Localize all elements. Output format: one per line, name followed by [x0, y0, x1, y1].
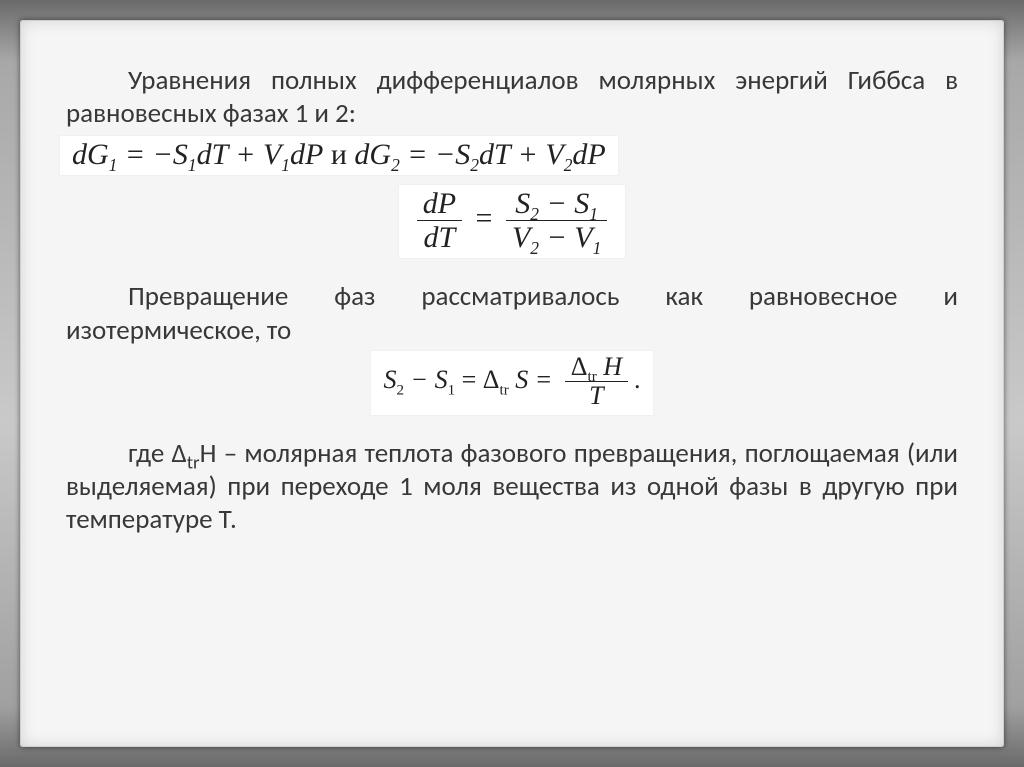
eq2-den-r-mid: − V	[539, 221, 593, 254]
eq1-rhs1c: dP	[290, 138, 323, 171]
paragraph-3: где ΔtrH – молярная теплота фазового пре…	[66, 437, 958, 537]
eq1-rhs2c: dP	[572, 138, 605, 171]
eq1-sub4: 2	[391, 155, 400, 175]
eq2-num-l: dP	[417, 187, 462, 221]
eq2-den-r-a: V	[512, 221, 530, 254]
eq2-num-r-a: S	[515, 187, 530, 220]
eq1-rhs1a: = −S	[117, 138, 188, 171]
equation-gibbs-differentials: dG1 = −S1dT + V1dP и dG2 = −S2dT + V2dP	[60, 136, 958, 175]
eq3-frac-den: T	[565, 382, 628, 411]
paragraph-1: Уравнения полных дифференциалов молярных…	[66, 64, 958, 130]
slide-frame: Уравнения полных дифференциалов молярных…	[20, 20, 1004, 747]
eq1-sub2: 1	[188, 155, 197, 175]
eq1-sub3: 1	[281, 155, 290, 175]
eq2-den-r-sub2: 1	[593, 238, 602, 258]
eq3-frac-num-a: Δ	[571, 352, 588, 381]
eq3-frac-num-b: H	[597, 352, 622, 381]
eq3-sub1: 2	[396, 382, 404, 398]
eq3-trail: .	[634, 365, 641, 394]
equation-clapeyron: dP dT = S2 − S1 V2 − V1	[66, 185, 958, 258]
eq2-frac-right: S2 − S1 V2 − V1	[506, 187, 607, 254]
eq3-sub2: 1	[448, 382, 456, 398]
para3-pre: где Δ	[128, 437, 187, 470]
eq3-b: − S	[404, 365, 448, 394]
eq1-rhs1b: dT + V	[197, 138, 282, 171]
para3-post: H – молярная теплота фазового превращени…	[66, 437, 958, 536]
eq1-lhs2: dG	[354, 138, 391, 171]
eq2-equals: =	[468, 202, 500, 235]
slide-content: Уравнения полных дифференциалов молярных…	[66, 64, 958, 537]
eq3-sub3: tr	[500, 382, 509, 398]
eq2-den-r-sub1: 2	[530, 238, 539, 258]
eq1-rhs2a: = −S	[400, 138, 471, 171]
eq2-frac-left: dP dT	[417, 187, 462, 254]
eq3-c: = Δ	[455, 365, 499, 394]
paragraph-2: Превращение фаз рассматривалось как равн…	[66, 280, 958, 346]
eq3-a: S	[383, 365, 396, 394]
eq1-lhs1: dG	[72, 138, 109, 171]
eq1-rhs2b: dT + V	[479, 138, 564, 171]
eq3-d: S =	[509, 365, 559, 394]
equation-entropy-enthalpy: S2 − S1 = Δtr S = Δtr H T .	[66, 351, 958, 415]
eq1-sub5: 2	[470, 155, 479, 175]
eq2-num-r-mid: − S	[539, 187, 589, 220]
eq2-den-l: dT	[417, 221, 462, 254]
eq3-frac: Δtr H T	[565, 353, 628, 411]
eq1-sep: и	[323, 138, 354, 171]
